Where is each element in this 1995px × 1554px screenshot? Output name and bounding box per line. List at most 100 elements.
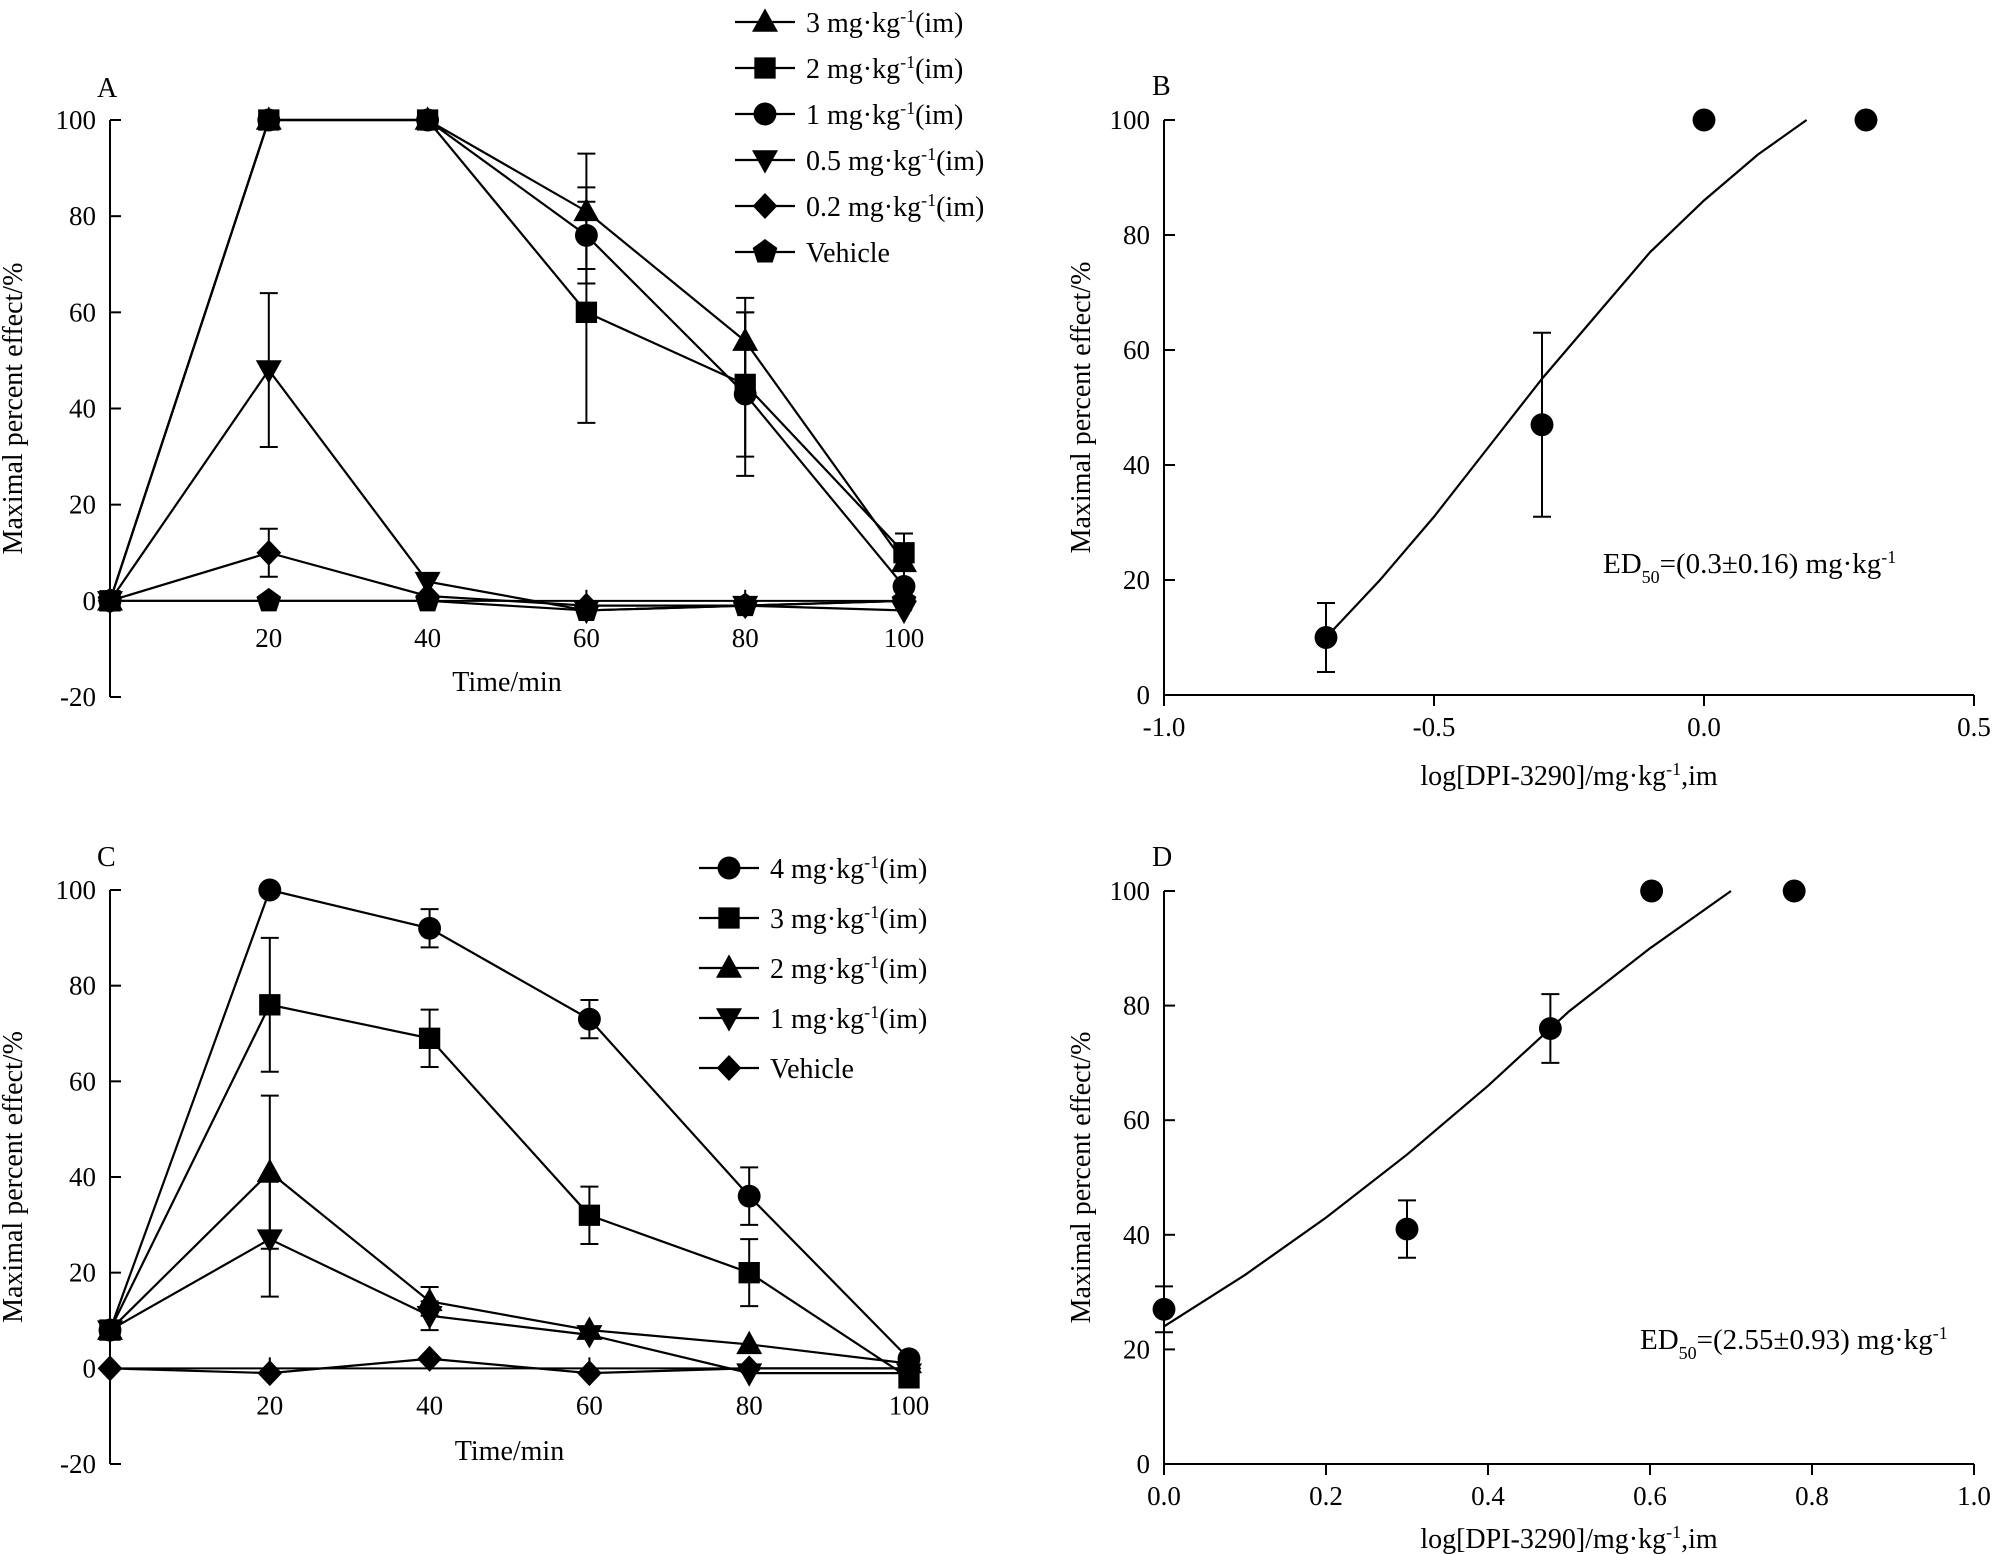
text-part: Vehicle	[806, 238, 890, 269]
series-1: 3 mg·kg-1(im)	[97, 6, 963, 611]
data-marker	[97, 587, 123, 612]
x-axis-label: Time/min	[455, 1436, 564, 1467]
text-part: (im)	[915, 100, 963, 131]
text-part: -1	[864, 852, 879, 872]
text-part: -1	[900, 6, 915, 26]
x-tick-label: 1.0	[1957, 1481, 1991, 1511]
y-tick-label: 80	[1123, 220, 1150, 250]
series-line	[110, 599, 905, 612]
data-point	[1152, 1297, 1176, 1321]
data-point	[1640, 879, 1664, 903]
panel-d: 0 20 40 60 80 100 0.0 0.2 0.4 0.6 0.8 1.0 D Maximal p…	[1066, 842, 1991, 1554]
x-tick-label: 80	[736, 1390, 763, 1420]
text-part: 1 mg·kg	[770, 1004, 864, 1035]
text-part: 2 mg·kg	[770, 954, 864, 985]
text-part: (im)	[915, 54, 963, 85]
text-part: 1 mg·kg	[806, 100, 900, 131]
legend-label: 1 mg·kg-1(im)	[770, 1002, 927, 1035]
legend-marker	[718, 907, 740, 929]
y-tick-label: 60	[1123, 335, 1150, 365]
text-part: ,im	[1681, 761, 1718, 792]
text-part: ED	[1640, 1324, 1679, 1356]
text-part: -1	[864, 1002, 879, 1022]
text-part: 50	[1679, 1343, 1697, 1363]
data-marker	[578, 1204, 601, 1226]
data-marker	[736, 1330, 763, 1355]
series-2: 2 mg·kg-1(im)	[99, 52, 963, 612]
data-marker	[256, 587, 282, 612]
x-axis-label: log[DPI-3290]/mg·kg-1,im	[1420, 1522, 1718, 1554]
text-part: 4 mg·kg	[770, 854, 864, 885]
data-marker	[258, 878, 282, 902]
y-tick-label: 60	[1123, 1105, 1150, 1135]
x-tick-label: 40	[414, 623, 441, 653]
series-line	[109, 1003, 910, 1379]
data-marker	[259, 994, 281, 1016]
y-tick-label: 40	[69, 394, 96, 424]
x-tick-label: -0.5	[1413, 712, 1456, 742]
text-part: -1	[1933, 1323, 1948, 1343]
text-part: Vehicle	[770, 1054, 854, 1085]
panel-label: C	[97, 842, 116, 873]
data-marker	[576, 1325, 603, 1349]
data-marker	[574, 223, 598, 247]
text-part: (im)	[915, 8, 963, 39]
x-tick-label: 0.2	[1309, 1481, 1343, 1511]
y-tick-label: 80	[1123, 991, 1150, 1021]
y-tick-label: 20	[1123, 1334, 1150, 1364]
legend-marker	[752, 239, 778, 263]
y-tick-label: 60	[69, 1066, 96, 1096]
legend-marker	[752, 193, 778, 219]
legend-label: 2 mg·kg-1(im)	[806, 52, 963, 85]
data-point	[1854, 108, 1878, 132]
series-line	[109, 368, 905, 612]
x-tick-label: 0.0	[1687, 712, 1721, 742]
legend-label: 0.2 mg·kg-1(im)	[806, 190, 984, 223]
series-line	[109, 1357, 909, 1375]
data-marker	[97, 1355, 123, 1382]
data-point	[1692, 108, 1716, 132]
text-part: -1	[864, 902, 879, 922]
legend-label: Vehicle	[806, 238, 890, 269]
y-tick-label: 100	[1110, 105, 1151, 135]
y-tick-label: 20	[69, 490, 96, 520]
legend-marker	[752, 150, 778, 174]
series-6: Vehicle	[97, 238, 917, 621]
legend-marker	[753, 102, 777, 126]
text-part: 3 mg·kg	[770, 904, 864, 935]
legend-label: 2 mg·kg-1(im)	[770, 952, 927, 985]
y-tick-label: 80	[69, 971, 96, 1001]
text-part: 2 mg·kg	[806, 54, 900, 85]
text-part: ED	[1603, 548, 1642, 580]
series-line	[108, 118, 905, 602]
x-tick-label: 80	[732, 623, 759, 653]
text-part: -1	[900, 52, 915, 72]
y-tick-label: 20	[69, 1258, 96, 1288]
y-tick-label: 100	[56, 105, 97, 135]
legend-label: 3 mg·kg-1(im)	[806, 6, 963, 39]
legend-marker	[716, 1055, 742, 1081]
data-marker	[417, 1345, 442, 1372]
data-marker	[418, 916, 442, 940]
text-part: (im)	[936, 192, 984, 223]
series-5: Vehicle	[97, 1054, 922, 1387]
x-axis-label: Time/min	[452, 667, 561, 698]
data-marker	[738, 1262, 760, 1284]
data-point	[1538, 1017, 1562, 1040]
y-tick-label: 0	[1137, 1449, 1151, 1479]
data-marker	[256, 1158, 283, 1182]
legend-marker	[754, 57, 776, 79]
data-marker	[257, 108, 281, 132]
fit-curve	[1325, 119, 1808, 639]
data-marker	[256, 1229, 283, 1253]
data-marker	[418, 1027, 441, 1049]
y-tick-label: 40	[69, 1162, 96, 1192]
legend-label: 3 mg·kg-1(im)	[770, 902, 927, 935]
data-point	[1782, 879, 1806, 903]
data-point	[1314, 626, 1338, 649]
y-tick-label: 0	[83, 1353, 97, 1383]
x-tick-label: 0.0	[1147, 1481, 1181, 1511]
y-tick-label: -20	[60, 1449, 96, 1479]
data-point	[1395, 1217, 1419, 1241]
